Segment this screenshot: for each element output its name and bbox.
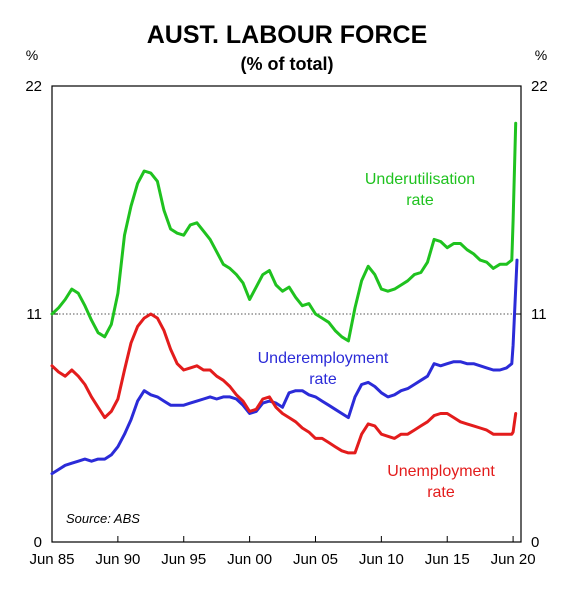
x-tick-label: Jun 20 bbox=[491, 551, 536, 568]
underutilisation-rate-line bbox=[50, 121, 518, 343]
y-unit-right: % bbox=[535, 47, 547, 63]
x-tick-label: Jun 05 bbox=[293, 551, 338, 568]
x-tick-label: Jun 90 bbox=[95, 551, 140, 568]
underemployment-rate-label: Underemployment bbox=[258, 350, 389, 367]
y-tick-label-right: 0 bbox=[531, 534, 539, 551]
x-tick-label: Jun 85 bbox=[29, 551, 74, 568]
x-tick-label: Jun 10 bbox=[359, 551, 404, 568]
underemployment-rate-label: rate bbox=[309, 371, 337, 388]
y-tick-label-left: 11 bbox=[26, 306, 42, 323]
y-tick-label-right: 22 bbox=[531, 78, 548, 95]
underutilisation-rate-label: rate bbox=[406, 192, 434, 209]
x-tick-label: Jun 15 bbox=[425, 551, 470, 568]
chart-subtitle: (% of total) bbox=[241, 54, 334, 74]
unemployment-rate-line bbox=[50, 312, 518, 455]
underemployment-rate-line bbox=[50, 258, 519, 476]
y-tick-label-right: 11 bbox=[531, 306, 547, 323]
y-tick-label-left: 0 bbox=[34, 534, 42, 551]
x-tick-label: Jun 95 bbox=[161, 551, 206, 568]
y-unit-left: % bbox=[26, 47, 38, 63]
source-note: Source: ABS bbox=[66, 511, 140, 526]
underutilisation-rate-label: Underutilisation bbox=[365, 171, 475, 188]
x-tick-label: Jun 00 bbox=[227, 551, 272, 568]
unemployment-rate-label: Unemployment bbox=[387, 463, 495, 480]
unemployment-rate-label: rate bbox=[427, 484, 455, 501]
y-tick-label-left: 22 bbox=[25, 78, 42, 95]
chart-title: AUST. LABOUR FORCE bbox=[147, 21, 428, 49]
plot-area: 0 0 11 11 22 22 Jun 85 Jun 90 Jun 95 Jun 00 Jun 05… bbox=[25, 78, 547, 568]
